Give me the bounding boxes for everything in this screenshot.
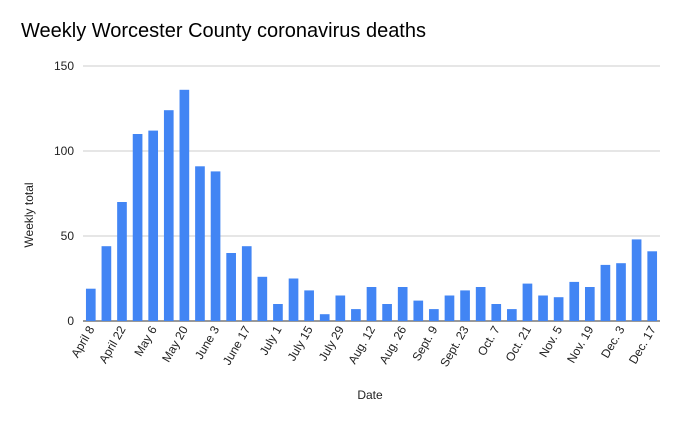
bar [319,314,330,321]
bar [475,287,486,321]
x-tick-label: April 8 [68,323,97,360]
bar [382,304,392,321]
bar [460,290,470,321]
y-axis-title: Weekly total [22,182,36,247]
x-tick-label: April 22 [96,323,129,366]
bar [366,287,377,321]
x-axis-title: Date [357,388,383,402]
y-tick-label: 50 [61,229,75,243]
x-tick-label: Sept. 23 [437,323,472,369]
bar [429,309,439,321]
bar [273,304,283,321]
x-tick-label: Oct. 21 [503,323,535,364]
bar [647,251,658,321]
x-tick-label: May 20 [159,323,191,364]
y-tick-label: 150 [54,59,74,73]
bar [132,134,143,321]
x-tick-label: Dec. 3 [598,323,628,360]
x-tick-label: July 15 [285,323,316,363]
bar [444,295,455,321]
bar [553,297,564,321]
bar [569,281,580,321]
bar [257,276,268,321]
x-tick-label: Aug. 12 [345,323,378,366]
bar [304,290,314,321]
y-tick-label: 100 [54,144,74,158]
x-tick-label: June 17 [220,323,254,367]
x-tick-label: May 6 [131,323,160,359]
bar [210,171,221,321]
bar [241,246,252,321]
bar [507,309,517,321]
bar [584,287,595,321]
bar [117,202,127,321]
bar [413,300,424,321]
x-tick-label: Sept. 9 [409,323,440,363]
x-tick-label: July 29 [316,323,347,363]
bar [335,295,346,321]
bar [101,246,112,321]
bar [148,130,159,321]
chart-title: Weekly Worcester County coronavirus deat… [21,20,426,42]
x-tick-label: Dec. 17 [626,323,659,366]
x-tick-label: Nov. 19 [564,323,597,365]
bar [179,89,190,321]
bar [397,287,408,321]
bar [351,309,361,321]
bars [85,89,658,321]
bar [226,253,236,321]
bar [600,264,611,321]
bar [491,304,502,321]
bar [538,295,548,321]
x-tick-label: June 3 [192,323,222,361]
x-tick-label: Nov. 5 [536,323,565,360]
bar [522,283,533,321]
bar [616,263,626,321]
x-tick-label: Aug. 26 [376,323,409,366]
bar [163,110,174,321]
y-tick-label: 0 [67,314,74,328]
bar [85,288,96,321]
x-tick-label: July 1 [257,323,285,357]
bar [195,166,205,321]
x-tick-label: Oct. 7 [475,323,503,358]
bar [288,278,299,321]
y-tick-labels: 0 50 100 150 [54,59,74,328]
bar [631,239,642,321]
